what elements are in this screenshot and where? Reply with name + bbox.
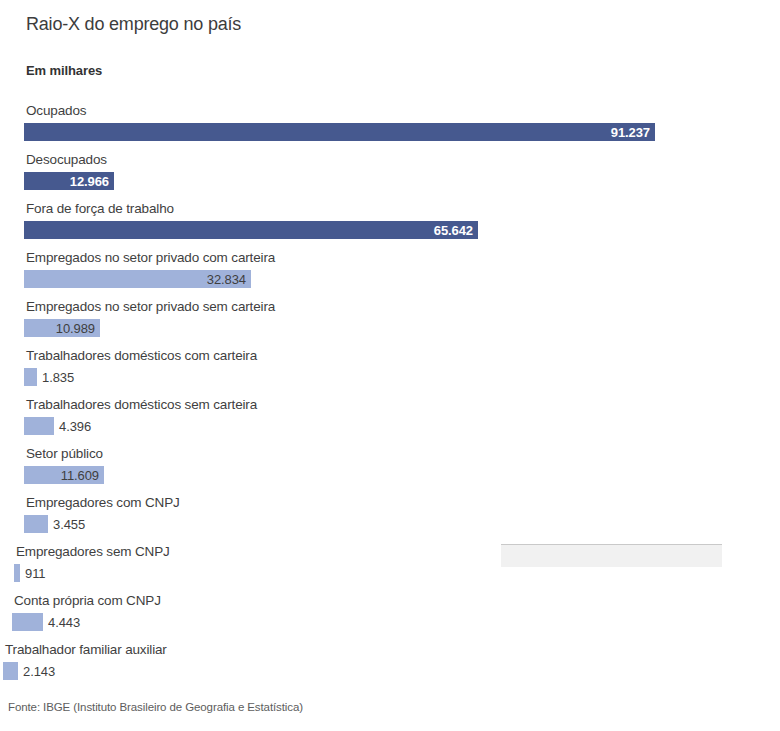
value-label: 91.237 xyxy=(611,125,655,140)
category-label: Trabalhadores domésticos sem carteira xyxy=(26,396,780,413)
bar[interactable]: 10.989 xyxy=(24,319,100,337)
bar[interactable]: 12.966 xyxy=(24,172,114,190)
category-label: Setor público xyxy=(26,445,780,462)
value-label: 1.835 xyxy=(42,370,74,385)
chart-row: Trabalhadores domésticos sem carteira 4.3… xyxy=(0,396,780,435)
value-label: 11.609 xyxy=(61,468,104,483)
bar[interactable]: 11.609 xyxy=(24,466,104,484)
bar[interactable] xyxy=(3,662,18,680)
chart-row: Empregados no setor privado com carteira… xyxy=(0,249,780,288)
chart-title: Raio-X do emprego no país xyxy=(26,14,241,35)
value-label: 10.989 xyxy=(56,321,100,336)
category-label: Trabalhadores domésticos com carteira xyxy=(26,347,780,364)
bar-track: 10.989 xyxy=(24,319,780,337)
bar-track: 1.835 xyxy=(24,368,780,386)
category-label: Trabalhador familiar auxiliar xyxy=(5,641,780,658)
value-label: 32.834 xyxy=(207,272,251,287)
source-note: Fonte: IBGE (Instituto Brasileiro de Geo… xyxy=(8,701,303,713)
bar[interactable] xyxy=(12,613,43,631)
bar-track: 3.455 xyxy=(24,515,780,533)
bar[interactable]: 65.642 xyxy=(24,221,478,239)
bar-track: 4.443 xyxy=(12,613,780,631)
bar[interactable]: 32.834 xyxy=(24,270,251,288)
category-label: Desocupados xyxy=(26,151,780,168)
chart-row: Desocupados 12.966 xyxy=(0,151,780,190)
value-label: 4.443 xyxy=(48,615,80,630)
bar-track: 4.396 xyxy=(24,417,780,435)
bar[interactable] xyxy=(14,564,20,582)
chart-row: Fora de força de trabalho 65.642 xyxy=(0,200,780,239)
value-label: 12.966 xyxy=(70,174,114,189)
bar-track: 2.143 xyxy=(3,662,780,680)
bar-track: 12.966 xyxy=(24,172,780,190)
category-label: Ocupados xyxy=(26,102,780,119)
chart-subtitle: Em milhares xyxy=(26,63,102,78)
category-label: Empregados no setor privado com carteira xyxy=(26,249,780,266)
bar-track: 65.642 xyxy=(24,221,780,239)
bar-track: 32.834 xyxy=(24,270,780,288)
category-label: Fora de força de trabalho xyxy=(26,200,780,217)
bar[interactable] xyxy=(24,515,48,533)
chart-row: Setor público 11.609 xyxy=(0,445,780,484)
chart-row: Empregados no setor privado sem carteira… xyxy=(0,298,780,337)
value-label: 911 xyxy=(25,566,45,581)
chart-row: Ocupados 91.237 xyxy=(0,102,780,141)
chart-row: Trabalhador familiar auxiliar 2.143 xyxy=(0,641,780,680)
category-label: Empregados no setor privado sem carteira xyxy=(26,298,780,315)
category-label: Conta própria com CNPJ xyxy=(14,592,780,609)
bar[interactable] xyxy=(24,368,37,386)
bar[interactable]: 91.237 xyxy=(24,123,655,141)
bar-track: 91.237 xyxy=(24,123,780,141)
value-label: 4.396 xyxy=(59,419,91,434)
category-label: Empregadores com CNPJ xyxy=(26,494,780,511)
chart-row: Conta própria com CNPJ 4.443 xyxy=(0,592,780,631)
value-label: 3.455 xyxy=(53,517,85,532)
value-label: 2.143 xyxy=(23,664,55,679)
bar-track: 11.609 xyxy=(24,466,780,484)
value-label: 65.642 xyxy=(434,223,478,238)
empty-tooltip-placeholder xyxy=(501,544,722,567)
bar[interactable] xyxy=(24,417,54,435)
chart-row: Trabalhadores domésticos com carteira 1.8… xyxy=(0,347,780,386)
chart-row: Empregadores com CNPJ 3.455 xyxy=(0,494,780,533)
bar-chart: Ocupados 91.237 Desocupados 12.966 Fora de f… xyxy=(0,102,780,690)
